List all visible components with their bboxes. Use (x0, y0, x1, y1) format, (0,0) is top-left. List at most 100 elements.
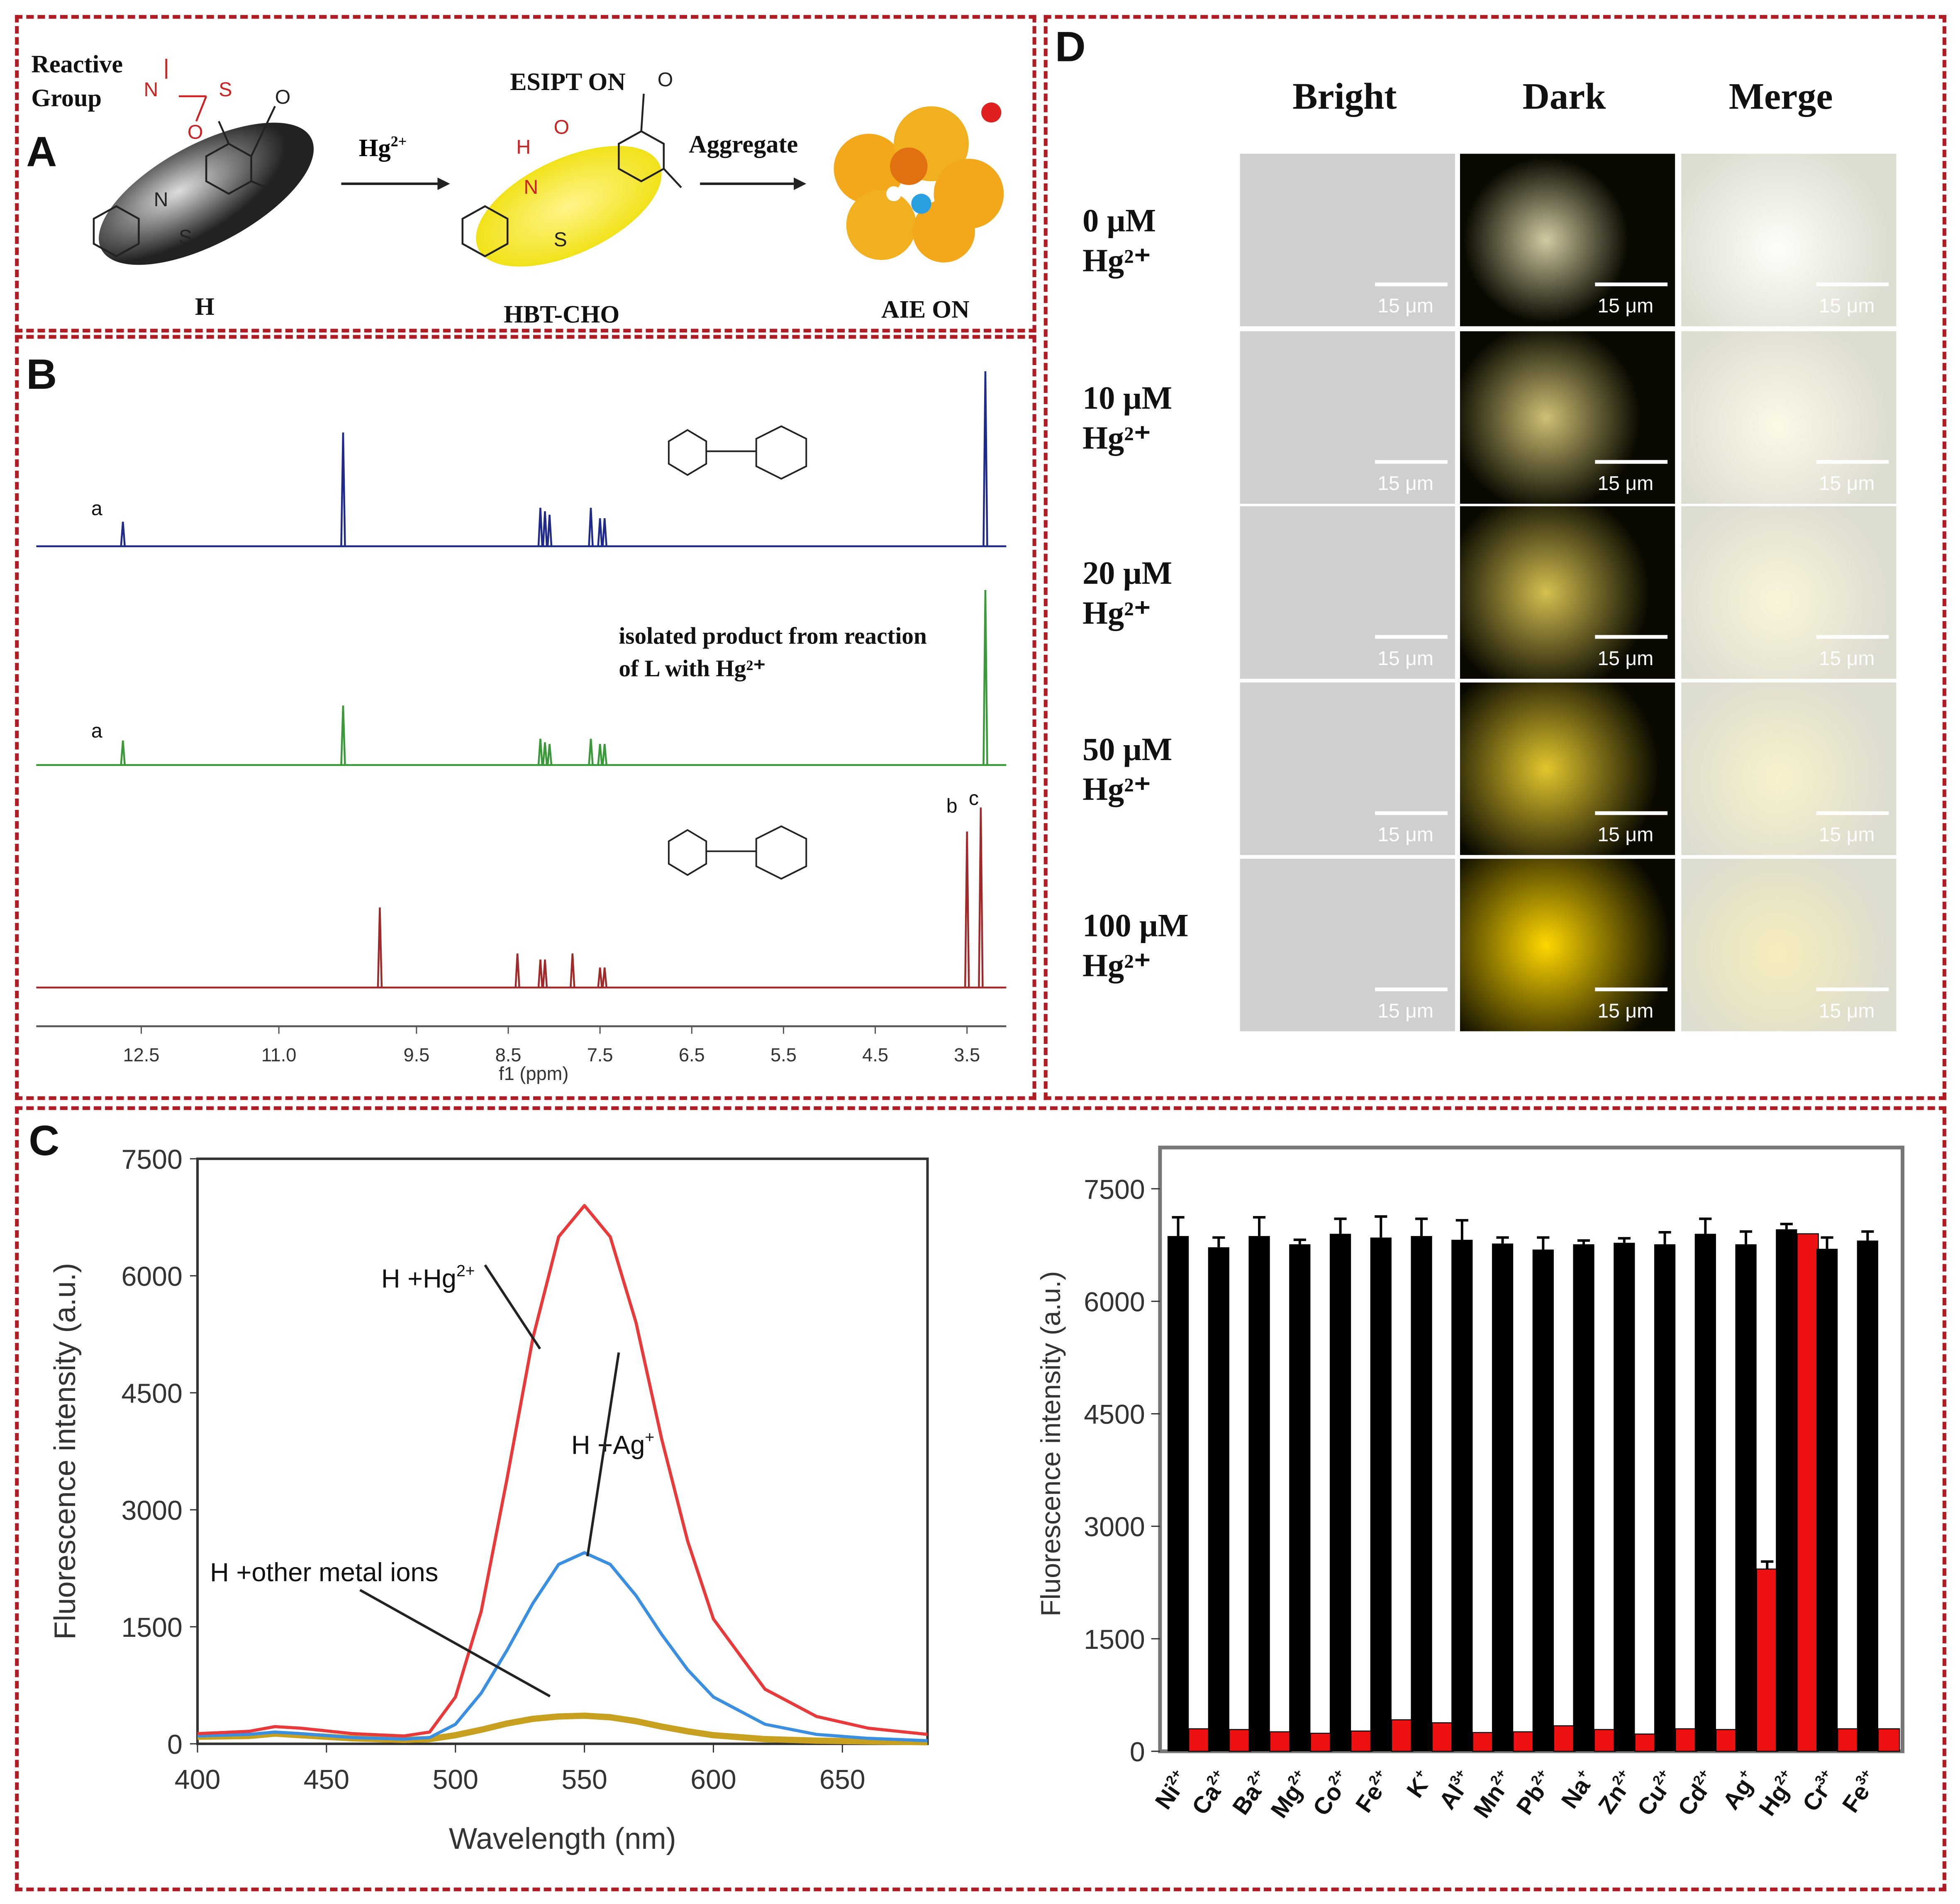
bar-red (1715, 1729, 1738, 1752)
bar-black (1816, 1248, 1838, 1751)
element: Hg (1754, 1780, 1794, 1821)
svg-text:S: S (219, 78, 232, 101)
scale-bar (1595, 987, 1668, 992)
bright-field-image: 15 μm (1240, 154, 1455, 327)
element: Ni (1150, 1780, 1185, 1814)
element: Cd (1673, 1780, 1713, 1821)
y-tick-label: 7500 (121, 1144, 182, 1175)
merge-field-image: 15 μm (1681, 331, 1897, 504)
nmr-tick-label: 5.5 (770, 1044, 797, 1065)
dark-field-image: 15 μm (1460, 331, 1675, 504)
nmr-spectrum-0 (36, 371, 1007, 547)
y-tick-label: 1500 (121, 1612, 182, 1643)
peak-label-a-top: a (91, 499, 102, 520)
bright-field-image: 15 μm (1240, 506, 1455, 679)
x-tick-label: 500 (432, 1764, 478, 1795)
bar-red (1269, 1731, 1292, 1752)
bar-black (1573, 1244, 1594, 1751)
concentration: 50 μM (1082, 731, 1173, 768)
isolated-product-annotation: isolated product from reaction of L with… (619, 621, 927, 686)
aggregate-model (834, 102, 1004, 263)
esipt-label: ESIPT ON (510, 68, 626, 96)
x-axis-label: Wavelength (nm) (449, 1822, 676, 1855)
x-tick-label: Pb2+ (1511, 1766, 1560, 1820)
x-tick-label: Cu2+ (1631, 1766, 1681, 1821)
scale-bar-label: 15 μm (1819, 648, 1875, 670)
element: Al (1434, 1780, 1469, 1814)
phenyl-ring (755, 825, 807, 880)
y-tick-label: 6000 (121, 1261, 182, 1292)
scale-bar-label: 15 μm (1377, 648, 1434, 670)
scale-bar (1816, 811, 1889, 815)
scale-bar (1375, 635, 1448, 639)
element: Zn (1593, 1780, 1632, 1819)
svg-text:H: H (516, 136, 531, 158)
atom-s: S (179, 226, 192, 248)
x-tick-label: Ca2+ (1186, 1766, 1235, 1820)
x-tick-label: Cr3+ (1797, 1766, 1843, 1816)
element: Ca (1187, 1779, 1226, 1820)
scale-bar (1375, 460, 1448, 464)
panel-c: C (15, 1106, 1946, 1892)
annotation-arrow-2 (359, 1589, 551, 1697)
scheme-drawing: N S N SO O Hg2+ HO NS O (93, 59, 1004, 267)
ion: Hg²⁺ (1082, 420, 1151, 456)
element: Co (1308, 1780, 1348, 1821)
y-tick-label: 0 (167, 1729, 183, 1760)
nmr-tick-label: 8.5 (495, 1044, 522, 1065)
annotation-text: H +Ag (571, 1431, 645, 1460)
column-header-dark: Dark (1522, 76, 1606, 118)
hbt-cho-glow (476, 146, 662, 267)
scale-bar-label: 15 μm (1597, 1001, 1654, 1023)
row-label-4: 100 μM Hg²⁺ (1082, 906, 1188, 986)
bar-black (1694, 1234, 1716, 1751)
svg-text:O: O (658, 68, 673, 91)
bright-field-image: 15 μm (1240, 682, 1455, 855)
annotation-text: H +other metal ions (210, 1558, 438, 1587)
y-tick-label: 6000 (1084, 1287, 1145, 1317)
scale-bar-label: 15 μm (1819, 473, 1875, 495)
bar-black (1614, 1243, 1635, 1751)
x-tick-label: Ag+ (1717, 1766, 1762, 1814)
bar-black (1370, 1237, 1392, 1751)
peak-label-c: c (968, 789, 979, 810)
bar-red (1837, 1728, 1860, 1752)
y-tick-label: 4500 (1084, 1399, 1145, 1430)
peak-label-a-middle: a (91, 721, 102, 743)
scale-bar-label: 15 μm (1819, 296, 1875, 318)
bar-black (1208, 1247, 1229, 1751)
bar-red (1594, 1729, 1616, 1752)
compound-h-structure (93, 106, 282, 258)
element: Na (1556, 1773, 1596, 1814)
nmr-tick-label: 4.5 (862, 1044, 888, 1065)
ion: Hg²⁺ (1082, 771, 1151, 808)
element: Cr (1797, 1780, 1834, 1816)
dark-field-image: 15 μm (1460, 682, 1675, 855)
scale-bar-label: 15 μm (1819, 825, 1875, 846)
x-tick-label: 550 (561, 1764, 607, 1795)
x-tick-label: Co2+ (1307, 1766, 1357, 1821)
reactive-group-label: Reactive Group (31, 49, 123, 116)
panel-b: B 12.5 11.0 9.5 8.5 7.5 6.5 5.5 4.5 3.5 isolated… (15, 335, 1036, 1100)
merge-field-image: 15 μm (1681, 154, 1897, 327)
x-tick-label: Hg2+ (1753, 1766, 1803, 1821)
bar-red (1675, 1728, 1697, 1752)
selectivity-bar-chart: 0 1500 3000 4500 6000 7500 Fluorescence intens… (1036, 1146, 1905, 1823)
annotation-sup: + (645, 1429, 654, 1446)
annotation-label-1: H +Ag+ (571, 1429, 654, 1460)
scale-bar-label: 15 μm (1597, 296, 1654, 318)
concentration: 0 μM (1082, 202, 1156, 239)
panel-label-b: B (26, 351, 57, 399)
scale-bar (1816, 460, 1889, 464)
y-axis-label: Fluorescence intensity (a.u.) (1036, 1271, 1066, 1616)
svg-text:N: N (144, 78, 158, 101)
benzene-ring (668, 429, 707, 476)
dark-field-image: 15 μm (1460, 154, 1675, 327)
bar-red (1634, 1733, 1657, 1752)
row-label-2: 20 μM Hg²⁺ (1082, 554, 1172, 634)
phenyl-ring (755, 425, 807, 480)
bar-red (1310, 1733, 1332, 1752)
benzothiazole-structure-0 (668, 425, 807, 480)
element: Mg (1266, 1780, 1307, 1823)
